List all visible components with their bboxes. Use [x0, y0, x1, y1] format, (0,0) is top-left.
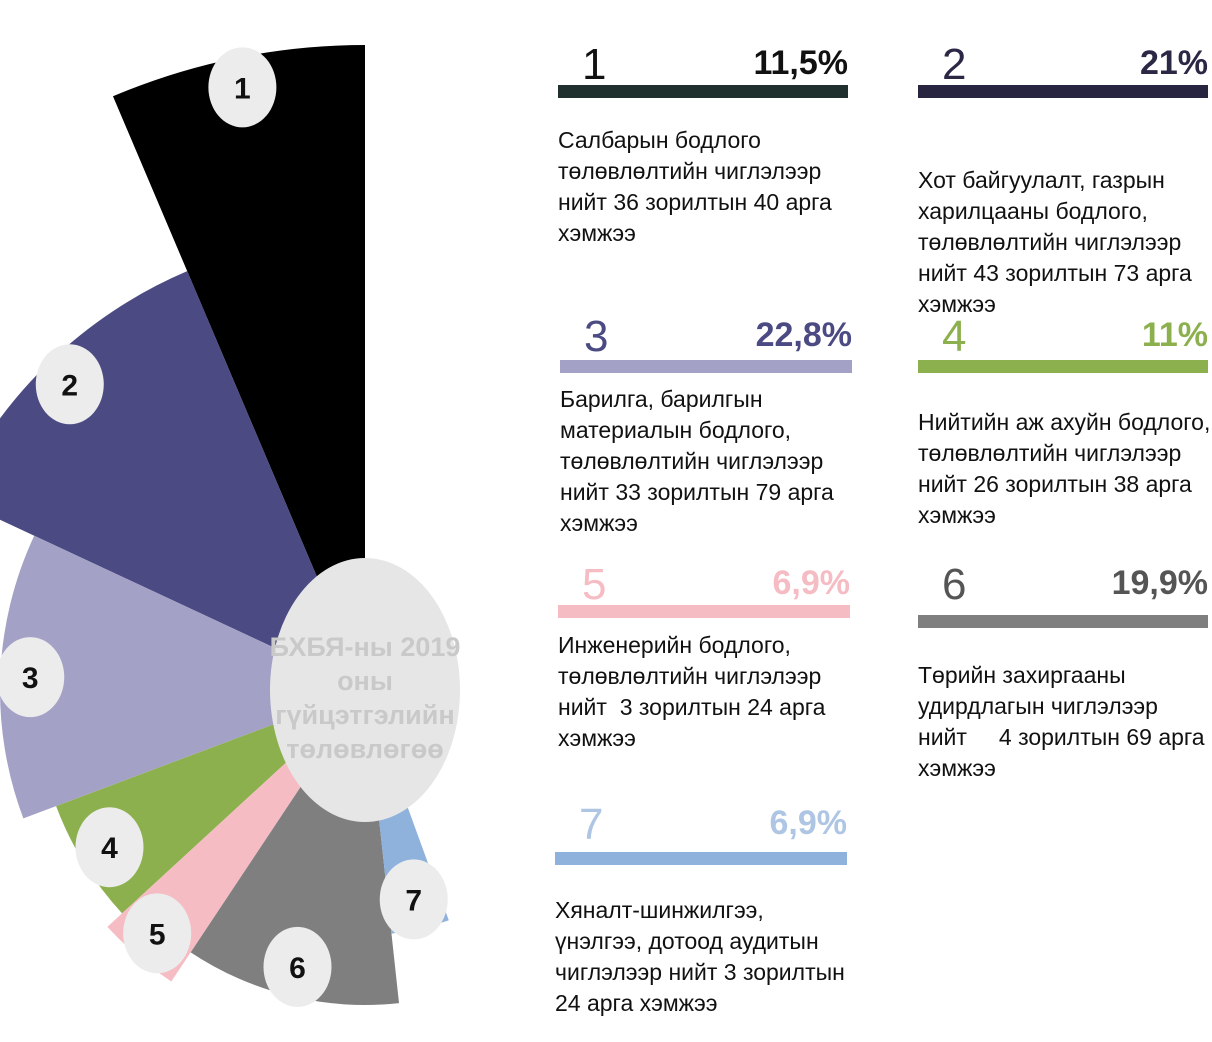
block-bar [558, 85, 848, 98]
block-number: 3 [584, 312, 609, 361]
block-percent: 19,9% [1111, 564, 1208, 602]
block-percent: 6,9% [769, 804, 848, 842]
block-description: Салбарын бодлого төлөвлөлтийн чиглэлээр … [558, 127, 839, 246]
label-badge [263, 926, 332, 1007]
label-badge [379, 859, 448, 940]
block-description: Төрийн захиргааны удирдлагын чиглэлээр н… [918, 662, 1211, 781]
block-number: 7 [579, 800, 604, 849]
label-badge [75, 807, 144, 888]
segment-label: 2 [61, 369, 78, 402]
block-percent: 11,5% [753, 44, 848, 82]
block-number: 2 [942, 40, 967, 89]
block-number: 6 [942, 560, 967, 609]
segment-label: 4 [101, 832, 118, 865]
block-number: 1 [582, 40, 607, 89]
center-disc [270, 558, 460, 822]
block-description: Барилга, барилгын материалын бодлого, тө… [560, 386, 841, 536]
block-percent: 11% [1141, 316, 1208, 354]
block-percent: 21% [1139, 44, 1208, 82]
segment-label: 6 [289, 952, 306, 985]
center-text: БХБЯ-ны 2019 оны гүйцэтгэлийн төлөвлөгөө [269, 632, 461, 764]
legend-block: 5 6,9% Инженерийн бодлого, төлөвлөлтийн чи… [558, 560, 850, 800]
block-description: Хот байгуулалт, газрын харилцааны бодлог… [918, 167, 1199, 317]
legend-block: 2 21% Хот байгуулалт, газрын харилцааны бо… [918, 40, 1208, 317]
center-box: БХБЯ-ны 2019 оны гүйцэтгэлийн төлөвлөгөө [269, 632, 461, 764]
label-badge [35, 344, 104, 425]
block-description: Нийтийн аж ахуйн бодлого, төлөвлөлтийн ч… [918, 409, 1211, 528]
block-bar [918, 85, 1208, 98]
block-percent: 22,8% [755, 316, 852, 354]
label-badge [208, 47, 277, 128]
block-number: 5 [582, 560, 607, 609]
label-badge [0, 637, 65, 718]
block-bar [918, 360, 1208, 373]
legend-block: 3 22,8% Барилга, барилгын материалын бодло… [560, 312, 852, 552]
fan-segment [0, 535, 365, 819]
block-bar [918, 615, 1208, 628]
label-badge [123, 893, 192, 974]
legend-block: 1 11,5% Салбарын бодлого төлөвлөлтийн чигл… [558, 40, 848, 280]
segment-label: 7 [405, 884, 422, 917]
block-description: Хяналт-шинжилгээ, үнэлгээ, дотоод аудиты… [555, 897, 852, 1016]
block-bar [560, 360, 852, 373]
block-percent: 6,9% [772, 564, 851, 602]
fan-segment [112, 45, 365, 690]
block-bar [555, 852, 847, 865]
legend-block: 7 6,9% Хяналт-шинжилгээ, үнэлгээ, дотоод а… [555, 800, 847, 1040]
legend-block: 4 11% Нийтийн аж ахуйн бодлого, төлөвлөлти… [918, 312, 1210, 552]
segment-label: 3 [22, 662, 39, 695]
segment-label: 1 [234, 72, 251, 105]
block-number: 4 [942, 312, 967, 361]
block-description: Инженерийн бодлого, төлөвлөлтийн чиглэлэ… [558, 632, 832, 751]
segment-label: 5 [149, 918, 166, 951]
block-bar [558, 605, 850, 618]
legend-block: 6 19,9% Төрийн захиргааны удирдлагын чиглэ… [918, 560, 1208, 800]
